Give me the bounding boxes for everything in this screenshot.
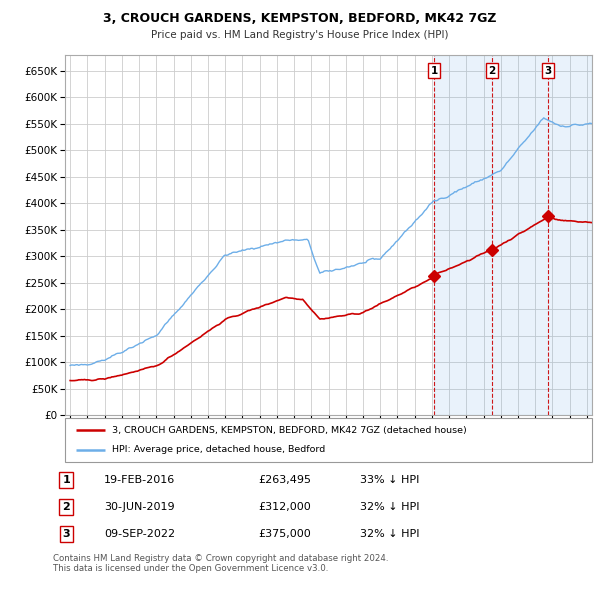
Text: 3, CROUCH GARDENS, KEMPSTON, BEDFORD, MK42 7GZ (detached house): 3, CROUCH GARDENS, KEMPSTON, BEDFORD, MK… xyxy=(112,426,467,435)
Text: 2: 2 xyxy=(62,502,70,512)
Text: HPI: Average price, detached house, Bedford: HPI: Average price, detached house, Bedf… xyxy=(112,445,326,454)
Text: 33% ↓ HPI: 33% ↓ HPI xyxy=(360,475,419,485)
Text: £375,000: £375,000 xyxy=(258,529,311,539)
Text: 32% ↓ HPI: 32% ↓ HPI xyxy=(360,529,420,539)
Text: 3, CROUCH GARDENS, KEMPSTON, BEDFORD, MK42 7GZ: 3, CROUCH GARDENS, KEMPSTON, BEDFORD, MK… xyxy=(103,12,497,25)
Text: 2: 2 xyxy=(488,66,496,76)
Text: Contains HM Land Registry data © Crown copyright and database right 2024.
This d: Contains HM Land Registry data © Crown c… xyxy=(53,554,389,573)
Text: 3: 3 xyxy=(544,66,552,76)
Text: 09-SEP-2022: 09-SEP-2022 xyxy=(104,529,175,539)
Text: Price paid vs. HM Land Registry's House Price Index (HPI): Price paid vs. HM Land Registry's House … xyxy=(151,30,449,40)
Text: £312,000: £312,000 xyxy=(258,502,311,512)
Bar xyxy=(434,55,592,415)
Text: £263,495: £263,495 xyxy=(258,475,311,485)
Text: 19-FEB-2016: 19-FEB-2016 xyxy=(104,475,175,485)
Text: 3: 3 xyxy=(62,529,70,539)
Text: 1: 1 xyxy=(430,66,437,76)
Text: 1: 1 xyxy=(62,475,70,485)
FancyBboxPatch shape xyxy=(65,418,592,462)
Text: 32% ↓ HPI: 32% ↓ HPI xyxy=(360,502,420,512)
Text: 30-JUN-2019: 30-JUN-2019 xyxy=(104,502,175,512)
